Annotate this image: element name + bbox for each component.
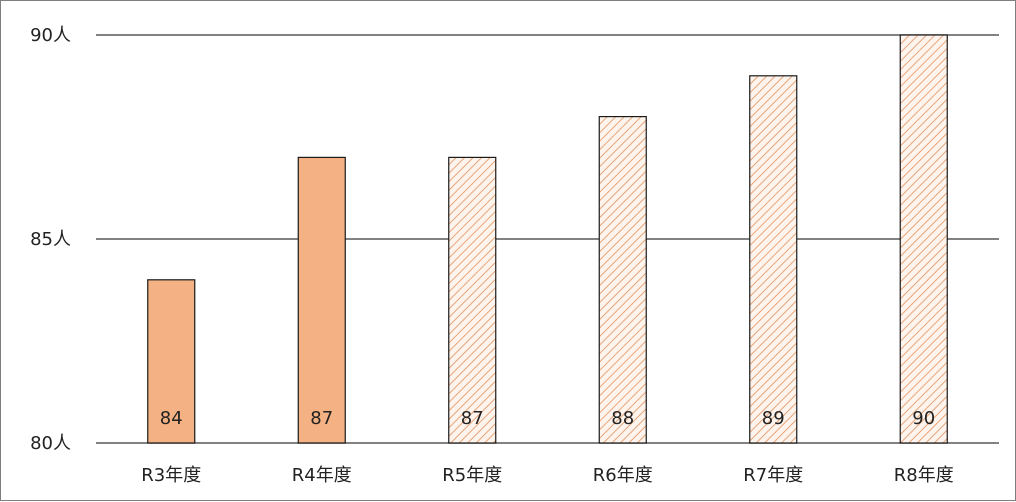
bar-1 — [147, 279, 196, 444]
bar-5 — [749, 75, 798, 444]
y-tick-label: 90人 — [30, 25, 71, 46]
data-label: 87 — [461, 408, 484, 429]
x-category-label: R7年度 — [743, 465, 803, 486]
bar-6 — [899, 34, 948, 444]
x-category-label: R4年度 — [292, 465, 352, 486]
data-label: 88 — [611, 408, 634, 429]
y-tick-label: 85人 — [30, 229, 71, 250]
data-label: 89 — [762, 408, 785, 429]
data-label: 84 — [160, 408, 183, 429]
x-category-label: R6年度 — [593, 465, 653, 486]
bar-4 — [598, 115, 647, 444]
x-category-label: R5年度 — [442, 465, 502, 486]
x-category-label: R3年度 — [141, 465, 201, 486]
y-tick-label: 80人 — [30, 433, 71, 454]
data-label: 90 — [912, 408, 935, 429]
bar-2 — [297, 156, 346, 444]
labels: 80人 85人 90人 84 R3年度 87 R4年度 87 R5年度 88 R6年度 89 R7年度 9… — [30, 25, 954, 486]
x-category-label: R8年度 — [894, 465, 954, 486]
bars — [147, 34, 948, 444]
data-label: 87 — [310, 408, 333, 429]
gridlines — [96, 34, 999, 444]
bar-3 — [448, 156, 497, 444]
